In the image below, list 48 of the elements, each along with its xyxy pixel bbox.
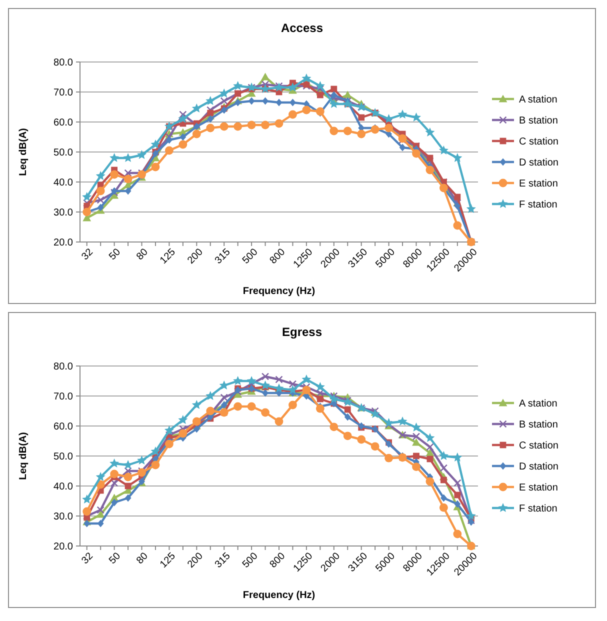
legend-label: F station	[519, 504, 558, 514]
legend-label: C station	[519, 136, 558, 148]
y-axis-title: Leq dB(A)	[18, 128, 29, 176]
legend-label: A station	[519, 398, 558, 410]
legend-label: D station	[519, 462, 558, 472]
y-tick-label: 20.0	[54, 238, 74, 248]
x-tick-label: 200	[186, 550, 206, 570]
y-tick-label: 60.0	[54, 118, 74, 128]
x-tick-label: 315	[213, 550, 234, 570]
x-axis-title: Frequency (Hz)	[242, 286, 316, 297]
x-tick-label: 800	[268, 550, 288, 570]
y-axis-title: Leq dB(A)	[18, 432, 29, 480]
y-tick-label: 70.0	[54, 88, 74, 98]
y-tick-label: 80.0	[54, 362, 74, 372]
y-tick-label: 80.0	[54, 58, 74, 68]
x-tick-label: 500	[240, 246, 260, 266]
legend-label: E station	[519, 178, 558, 190]
y-tick-label: 50.0	[54, 452, 74, 462]
y-tick-label: 40.0	[54, 482, 74, 492]
x-tick-label: 500	[240, 550, 260, 570]
legend-label: D station	[519, 158, 558, 168]
legend-label: A station	[519, 94, 558, 106]
x-tick-label: 32	[80, 246, 96, 262]
x-tick-label: 50	[107, 550, 124, 566]
x-tick-label: 800	[268, 246, 288, 266]
y-tick-label: 60.0	[54, 422, 74, 432]
chart-title: Access	[280, 21, 324, 35]
chart-title: Egress	[282, 325, 322, 339]
y-tick-label: 70.0	[54, 392, 74, 402]
x-tick-label: 125	[158, 246, 178, 266]
x-tick-label: 125	[158, 550, 178, 570]
legend-label: C station	[519, 440, 558, 452]
x-axis-title: Frequency (Hz)	[242, 590, 316, 601]
x-tick-label: 315	[213, 246, 234, 266]
legend-label: E station	[519, 482, 558, 494]
x-tick-label: 50	[107, 246, 124, 262]
y-tick-label: 30.0	[54, 512, 74, 522]
x-tick-label: 80	[134, 246, 151, 262]
x-tick-label: 80	[134, 550, 151, 566]
legend-label: B station	[519, 420, 558, 430]
legend-label: F station	[519, 200, 558, 210]
y-tick-label: 40.0	[54, 178, 74, 188]
y-tick-label: 50.0	[54, 148, 74, 158]
y-tick-label: 20.0	[54, 542, 74, 552]
legend-label: B station	[519, 116, 558, 126]
y-tick-label: 30.0	[54, 208, 74, 218]
x-tick-label: 32	[80, 550, 96, 566]
x-tick-label: 200	[186, 246, 206, 266]
